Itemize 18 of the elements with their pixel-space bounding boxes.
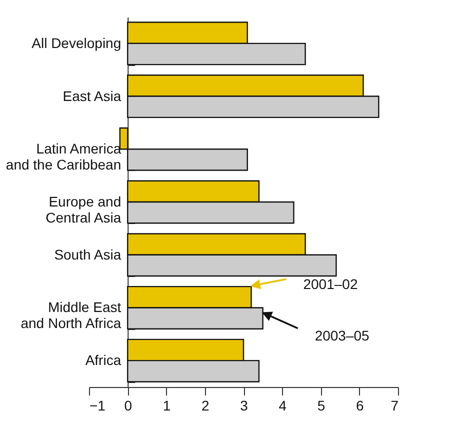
x-tick-label: −1 bbox=[90, 398, 106, 414]
y-tick-label: Middle East and North Africa bbox=[20, 299, 122, 332]
x-tick-label: 0 bbox=[124, 398, 132, 414]
y-tick-label: Latin America and the Caribbean bbox=[6, 140, 122, 173]
legend-label: 2001–02 bbox=[303, 276, 358, 292]
y-tick-label: South Asia bbox=[54, 246, 122, 262]
x-tick-label: 5 bbox=[317, 398, 326, 414]
y-tick-label: East Asia bbox=[62, 88, 122, 104]
text: 2003–05 bbox=[314, 327, 370, 344]
x-tick-label: 1 bbox=[162, 398, 171, 414]
y-tick-label: Europe and Central Asia bbox=[46, 194, 122, 226]
y-tick-label: Africa bbox=[85, 352, 122, 368]
x-tick-label: 2 bbox=[201, 398, 210, 414]
x-tick-label: 3 bbox=[240, 398, 248, 414]
x-tick-label: 4 bbox=[278, 398, 287, 414]
x-tick-label: 7 bbox=[390, 398, 399, 414]
y-tick-label: All Developing bbox=[32, 34, 122, 51]
x-tick-label: 6 bbox=[356, 398, 364, 414]
